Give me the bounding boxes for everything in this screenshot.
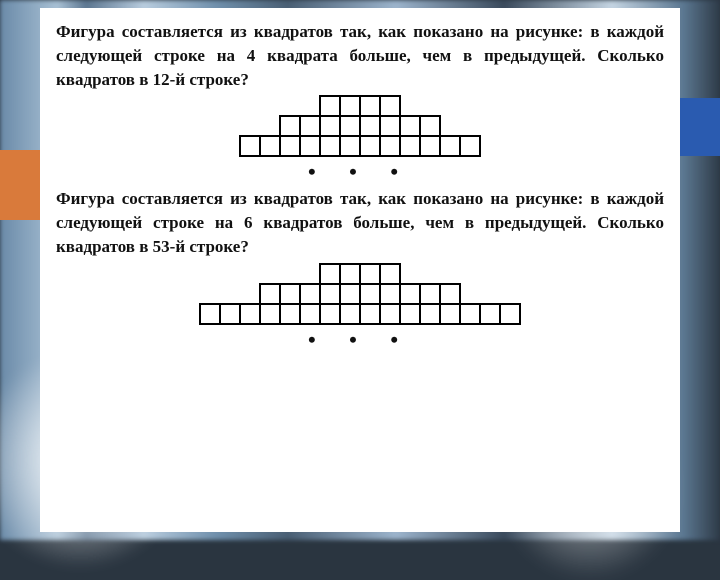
square-cell — [339, 95, 361, 117]
square-cell — [339, 303, 361, 325]
square-cell — [319, 95, 341, 117]
square-cell — [419, 135, 441, 157]
square-cell — [239, 135, 261, 157]
square-cell — [279, 115, 301, 137]
figure-row — [279, 115, 441, 137]
square-cell — [399, 115, 421, 137]
square-cell — [319, 283, 341, 305]
figure-row — [259, 283, 461, 305]
square-cell — [479, 303, 501, 325]
square-cell — [499, 303, 521, 325]
square-cell — [439, 303, 461, 325]
square-cell — [199, 303, 221, 325]
square-cell — [359, 303, 381, 325]
square-cell — [439, 283, 461, 305]
problem-1-text: Фигура составляется из квадратов так, ка… — [56, 20, 664, 91]
square-cell — [239, 303, 261, 325]
continuation-dots: • • • — [308, 329, 412, 351]
square-cell — [379, 95, 401, 117]
square-cell — [299, 303, 321, 325]
figure-row — [319, 263, 401, 285]
square-cell — [299, 115, 321, 137]
continuation-dots: • • • — [308, 161, 412, 183]
square-cell — [219, 303, 241, 325]
content-card: Фигура составляется из квадратов так, ка… — [40, 8, 680, 532]
square-cell — [319, 115, 341, 137]
square-cell — [319, 135, 341, 157]
square-cell — [259, 283, 281, 305]
square-cell — [339, 135, 361, 157]
square-cell — [359, 115, 381, 137]
square-cell — [279, 283, 301, 305]
square-cell — [379, 135, 401, 157]
figure-row — [239, 135, 481, 157]
square-cell — [439, 135, 461, 157]
square-cell — [459, 303, 481, 325]
square-cell — [399, 303, 421, 325]
square-cell — [379, 263, 401, 285]
square-cell — [339, 263, 361, 285]
square-cell — [399, 135, 421, 157]
problem-1-figure: • • • — [56, 97, 664, 183]
square-cell — [419, 303, 441, 325]
square-cell — [419, 283, 441, 305]
square-cell — [259, 303, 281, 325]
square-cell — [359, 283, 381, 305]
square-cell — [379, 303, 401, 325]
square-cell — [299, 283, 321, 305]
square-cell — [459, 135, 481, 157]
figure-row — [319, 95, 401, 117]
square-cell — [319, 263, 341, 285]
square-cell — [399, 283, 421, 305]
square-cell — [339, 115, 361, 137]
square-cell — [259, 135, 281, 157]
square-cell — [419, 115, 441, 137]
problem-2-figure: • • • — [56, 265, 664, 351]
problem-2-text: Фигура составляется из квадратов так, ка… — [56, 187, 664, 258]
square-cell — [359, 135, 381, 157]
square-cell — [339, 283, 361, 305]
square-cell — [359, 263, 381, 285]
figure-row — [199, 303, 521, 325]
square-cell — [379, 283, 401, 305]
square-cell — [279, 135, 301, 157]
square-cell — [359, 95, 381, 117]
square-cell — [299, 135, 321, 157]
square-cell — [319, 303, 341, 325]
square-cell — [279, 303, 301, 325]
square-cell — [379, 115, 401, 137]
